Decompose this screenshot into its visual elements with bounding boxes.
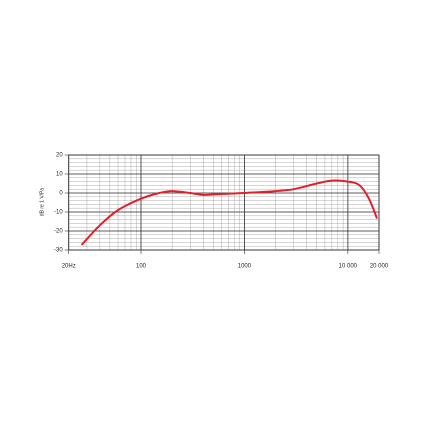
y-tick-label: 10: [56, 172, 63, 178]
y-tick-label: -10: [54, 210, 63, 216]
x-tick-label: 100: [136, 264, 147, 270]
x-tick-label: 1000: [238, 264, 252, 270]
x-tick-label: 10 000: [339, 264, 358, 270]
y-tick-label: -20: [54, 229, 63, 235]
y-tick-label: -30: [54, 248, 63, 254]
response-line: [81, 179, 378, 246]
y-axis-label: dB re 1 V/Pa: [39, 188, 45, 217]
y-tick-label: 0: [59, 191, 63, 197]
y-tick-label: 20: [56, 153, 63, 159]
plot-frame: [68, 154, 380, 251]
x-tick-label: 20Hz: [62, 264, 76, 270]
x-tick-label: 20 000: [370, 264, 389, 270]
